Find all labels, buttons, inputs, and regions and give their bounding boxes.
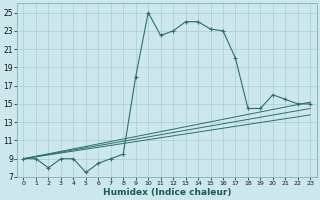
- X-axis label: Humidex (Indice chaleur): Humidex (Indice chaleur): [103, 188, 231, 197]
